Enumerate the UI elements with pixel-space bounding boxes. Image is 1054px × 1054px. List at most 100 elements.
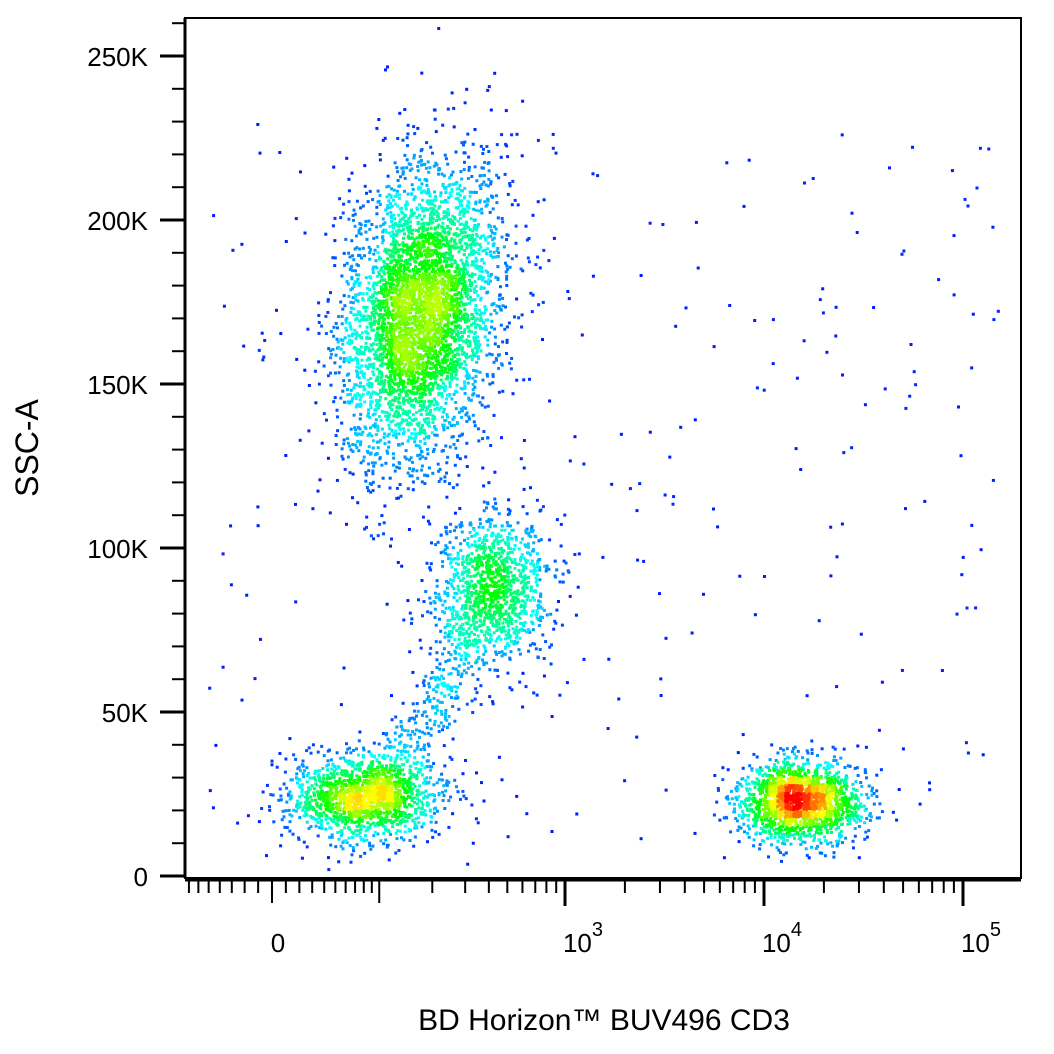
event-dot bbox=[455, 383, 459, 387]
event-dot bbox=[416, 709, 420, 713]
event-dot bbox=[361, 373, 365, 377]
event-dot bbox=[369, 817, 373, 821]
event-dot bbox=[860, 784, 864, 788]
event-dot bbox=[950, 169, 954, 173]
event-dot bbox=[444, 544, 448, 548]
event-dot bbox=[464, 455, 468, 459]
event-dot bbox=[467, 661, 471, 665]
event-dot bbox=[400, 733, 403, 737]
event-dot bbox=[409, 733, 413, 737]
event-dot bbox=[317, 301, 321, 305]
event-dot bbox=[478, 543, 481, 547]
event-dot bbox=[337, 837, 341, 841]
event-dot bbox=[804, 834, 808, 838]
event-dot bbox=[431, 382, 435, 386]
event-dot bbox=[507, 545, 511, 548]
event-dot bbox=[740, 784, 744, 788]
event-dot bbox=[455, 599, 459, 603]
event-dot bbox=[453, 259, 457, 263]
event-dot bbox=[402, 838, 406, 842]
event-dot bbox=[327, 856, 330, 860]
event-dot bbox=[342, 360, 346, 364]
event-dot bbox=[358, 398, 362, 401]
event-dot bbox=[417, 444, 421, 448]
event-dot bbox=[401, 224, 405, 228]
event-dot bbox=[846, 764, 850, 768]
event-dot bbox=[914, 383, 918, 387]
event-dot bbox=[753, 817, 757, 821]
event-dot bbox=[428, 410, 432, 414]
event-dot bbox=[738, 782, 742, 786]
event-dot bbox=[361, 297, 365, 301]
event-dot bbox=[461, 334, 464, 338]
event-dot bbox=[524, 224, 528, 228]
event-dot bbox=[380, 241, 384, 245]
event-dot bbox=[507, 582, 511, 586]
event-dot bbox=[316, 489, 320, 493]
event-dot bbox=[457, 664, 461, 668]
event-dot bbox=[568, 459, 572, 463]
event-dot bbox=[765, 774, 769, 778]
event-dot bbox=[507, 631, 510, 635]
event-dot bbox=[294, 502, 297, 506]
event-dot bbox=[871, 786, 874, 790]
event-dot bbox=[888, 166, 891, 170]
event-dot bbox=[279, 844, 283, 848]
event-dot bbox=[436, 683, 440, 687]
event-dot bbox=[418, 404, 422, 407]
event-dot bbox=[333, 216, 337, 220]
event-dot bbox=[456, 584, 460, 588]
event-dot bbox=[358, 831, 362, 835]
event-dot bbox=[449, 194, 453, 198]
event-dot bbox=[539, 615, 543, 619]
event-dot bbox=[836, 826, 840, 830]
event-dot bbox=[373, 461, 377, 465]
event-dot bbox=[312, 816, 316, 820]
event-dot bbox=[478, 601, 482, 605]
event-dot bbox=[208, 789, 212, 793]
event-dot bbox=[364, 471, 368, 474]
event-dot bbox=[460, 672, 464, 676]
event-dot bbox=[404, 220, 408, 223]
event-dot bbox=[398, 422, 402, 426]
event-dot bbox=[427, 695, 430, 699]
event-dot bbox=[493, 552, 497, 556]
event-dot bbox=[477, 243, 481, 247]
event-dot bbox=[411, 460, 414, 464]
event-dot bbox=[433, 407, 437, 411]
event-dot bbox=[567, 297, 571, 301]
event-dot bbox=[326, 773, 330, 777]
event-dot bbox=[383, 379, 387, 383]
event-dot bbox=[362, 746, 365, 750]
event-dot bbox=[497, 251, 501, 255]
event-dot bbox=[436, 212, 440, 216]
event-dot bbox=[824, 761, 828, 765]
event-dot bbox=[406, 733, 410, 737]
event-dot bbox=[425, 765, 429, 769]
event-dot bbox=[482, 551, 486, 555]
event-dot bbox=[380, 823, 384, 826]
event-dot bbox=[258, 151, 262, 155]
event-dot bbox=[467, 618, 471, 622]
event-dot bbox=[427, 466, 431, 470]
event-dot bbox=[508, 565, 512, 569]
event-dot bbox=[366, 433, 370, 437]
event-dot bbox=[402, 228, 406, 232]
event-dot bbox=[524, 558, 528, 562]
event-dot bbox=[313, 817, 317, 821]
event-dot bbox=[300, 856, 304, 860]
event-dot bbox=[458, 212, 462, 216]
event-dot bbox=[428, 566, 432, 570]
event-dot bbox=[496, 608, 500, 612]
event-dot bbox=[395, 754, 399, 757]
event-dot bbox=[445, 251, 448, 255]
event-dot bbox=[464, 606, 468, 610]
event-dot bbox=[449, 608, 453, 612]
event-dot bbox=[420, 222, 424, 226]
event-dot bbox=[309, 751, 313, 755]
event-dot bbox=[383, 746, 387, 750]
event-dot bbox=[671, 502, 675, 506]
event-dot bbox=[465, 441, 469, 445]
event-dot bbox=[438, 617, 441, 621]
